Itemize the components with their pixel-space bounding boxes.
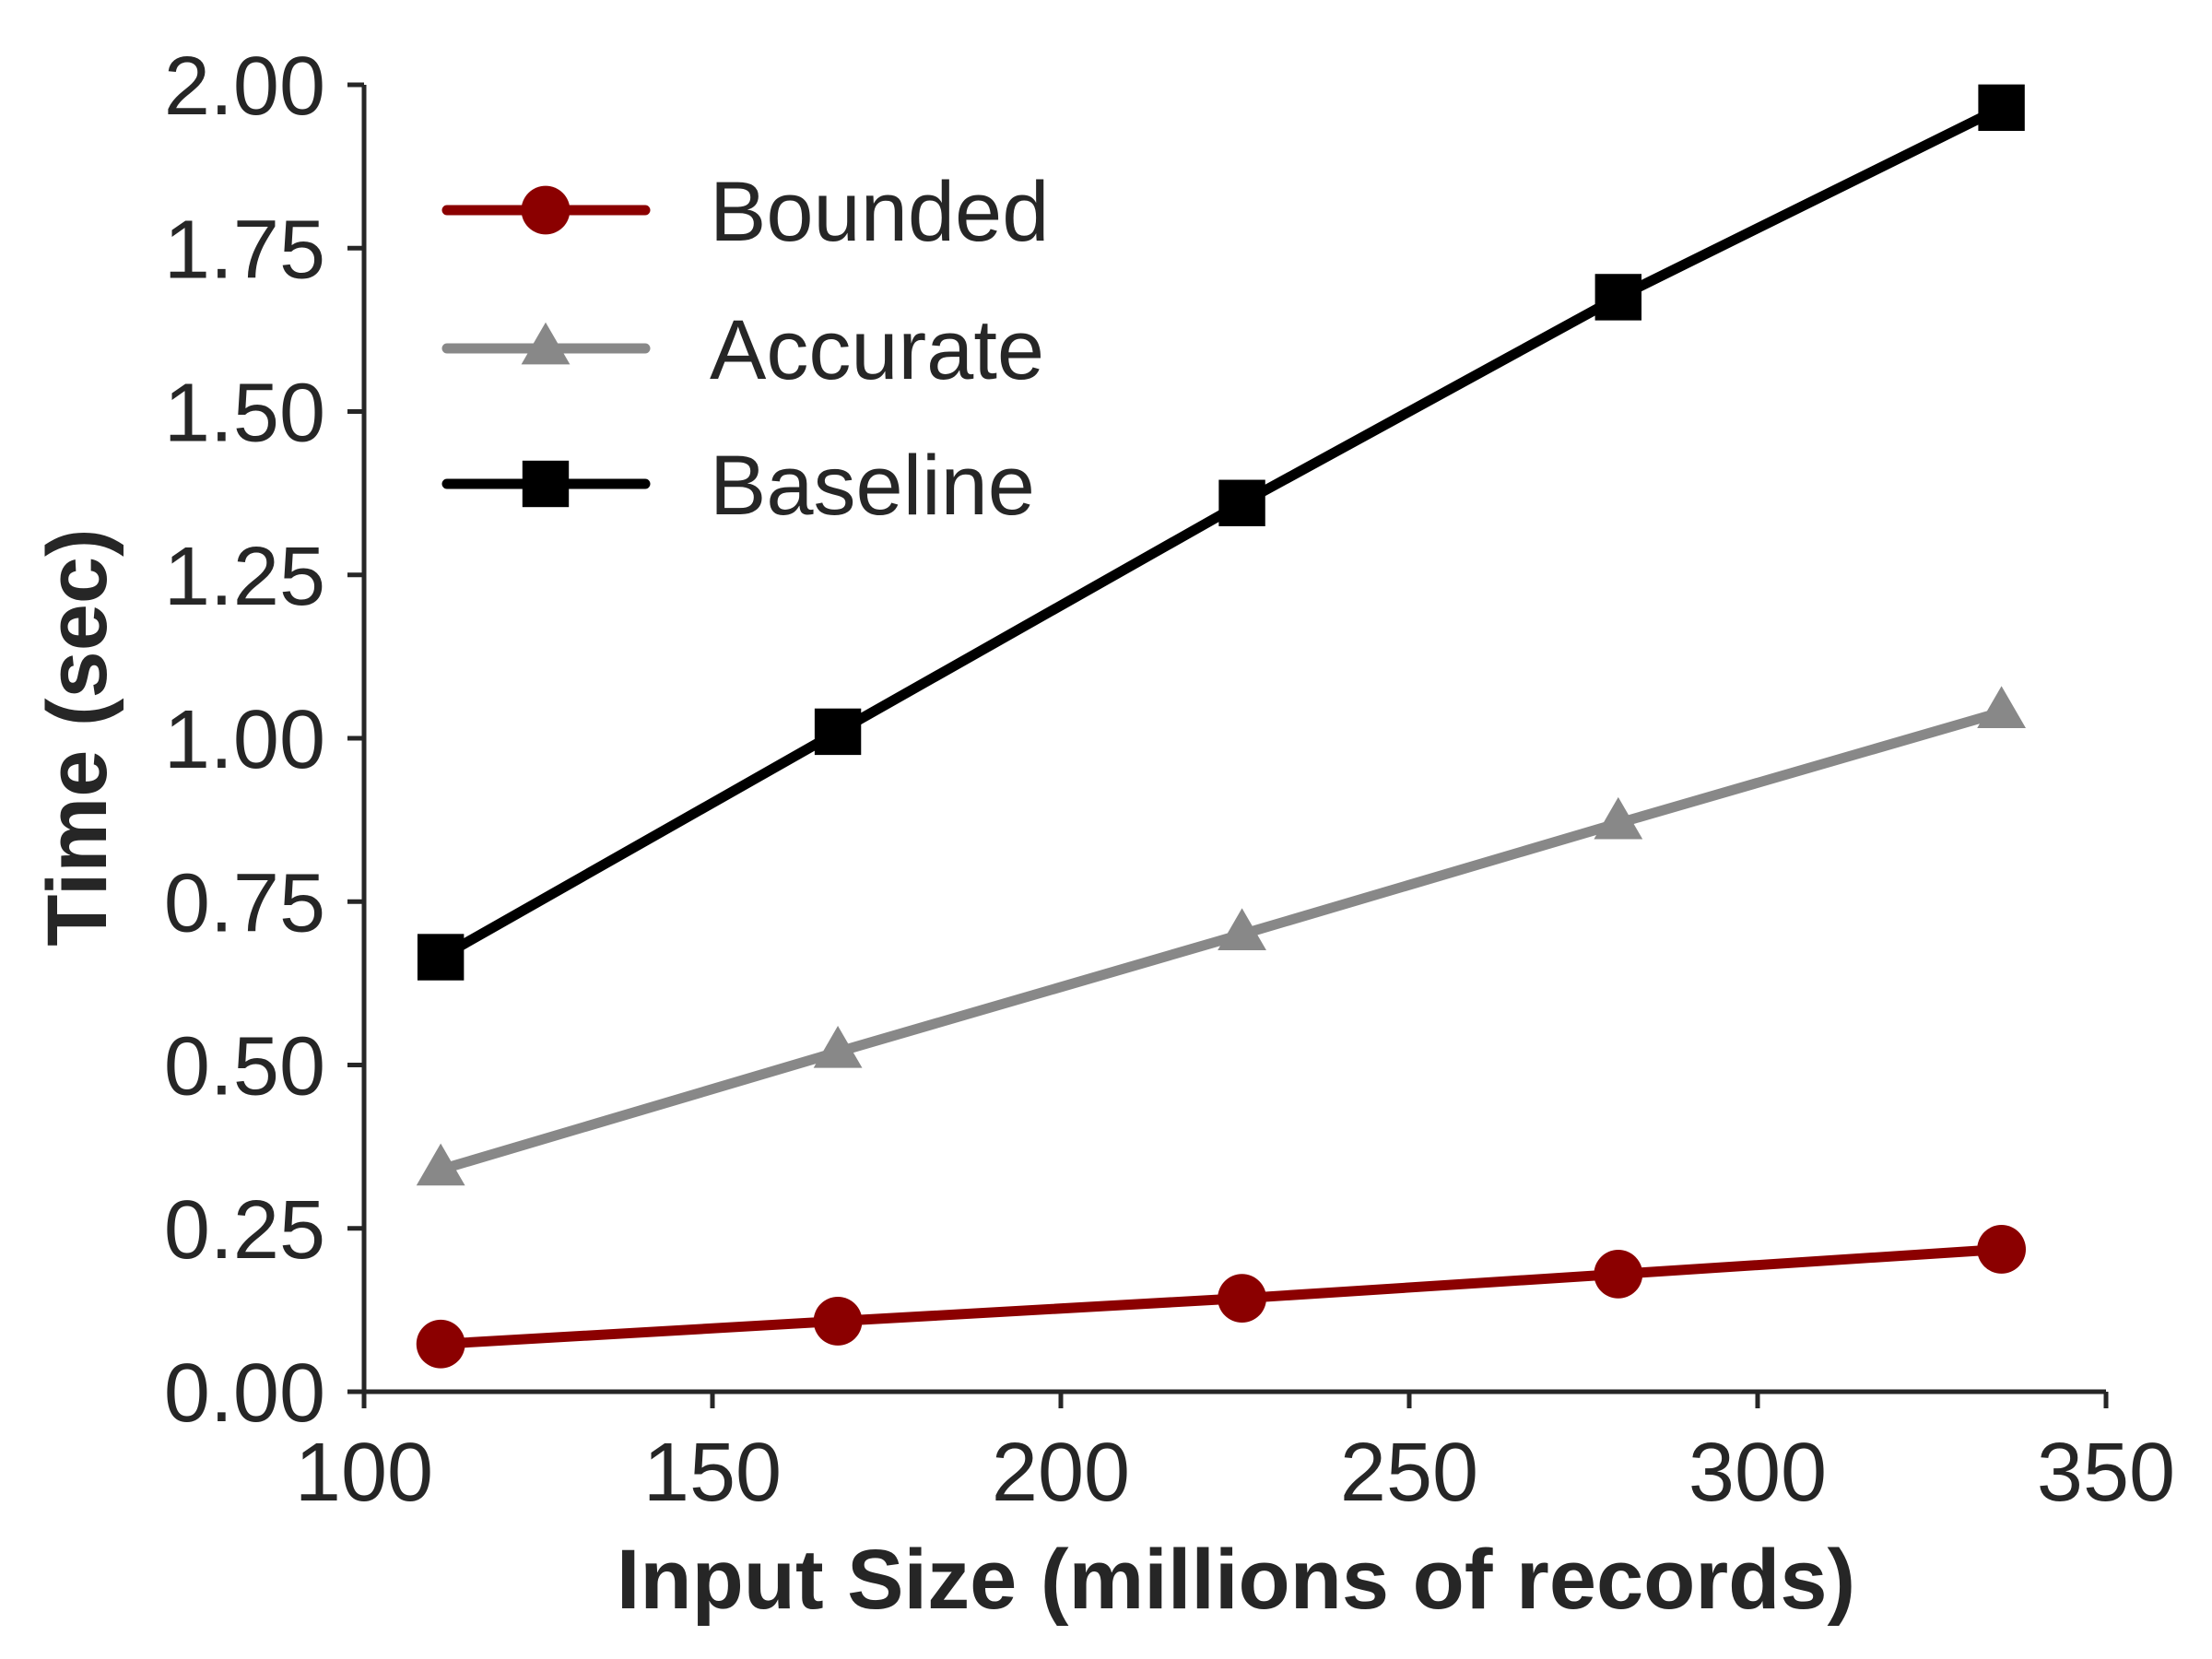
y-tick-label: 1.00 bbox=[164, 694, 325, 786]
data-point-circle bbox=[416, 1319, 465, 1369]
y-tick-label: 1.75 bbox=[164, 204, 325, 296]
x-tick-label: 250 bbox=[1340, 1427, 1478, 1519]
series-line-baseline bbox=[435, 102, 2007, 963]
y-tick-label: 0.00 bbox=[164, 1347, 325, 1440]
data-point-square bbox=[1594, 274, 1641, 321]
x-tick-label: 350 bbox=[2037, 1427, 2175, 1519]
x-axis-title: Input Size (millions of records) bbox=[617, 1533, 1855, 1627]
series-baseline bbox=[417, 84, 2025, 981]
data-point-square bbox=[1978, 84, 2025, 132]
data-point-triangle bbox=[1218, 908, 1266, 951]
legend-label: Accurate bbox=[710, 303, 1044, 397]
data-point-square bbox=[417, 934, 465, 981]
data-point-square bbox=[814, 708, 862, 756]
data-point-circle bbox=[521, 185, 571, 235]
legend: Bounded Accurate Baseline bbox=[441, 165, 1049, 533]
y-axis-ticks: 0.00 0.25 0.50 0.75 1.00 1.25 1.50 1.75 2.00 bbox=[164, 41, 364, 1440]
data-point-triangle bbox=[1977, 686, 2026, 728]
y-tick-label: 2.00 bbox=[164, 41, 325, 133]
legend-item-bounded: Bounded bbox=[441, 165, 1049, 259]
x-tick-label: 100 bbox=[295, 1427, 433, 1519]
data-point-circle bbox=[1594, 1249, 1643, 1299]
data-point-square bbox=[1218, 479, 1265, 526]
x-tick-label: 200 bbox=[992, 1427, 1130, 1519]
series-accurate bbox=[416, 686, 2026, 1186]
data-point-circle bbox=[1218, 1274, 1266, 1324]
series-line-accurate bbox=[435, 707, 2007, 1175]
y-tick-label: 1.25 bbox=[164, 531, 325, 623]
series-layer bbox=[416, 84, 2027, 1369]
x-tick-label: 300 bbox=[1688, 1427, 1827, 1519]
legend-item-baseline: Baseline bbox=[441, 439, 1035, 533]
data-point-circle bbox=[1977, 1225, 2027, 1274]
legend-label: Bounded bbox=[710, 165, 1049, 259]
y-axis-title: Time (sec) bbox=[30, 528, 124, 946]
x-axis-ticks: 100 150 200 250 300 350 bbox=[295, 1392, 2175, 1519]
data-point-triangle bbox=[813, 1026, 863, 1068]
data-point-triangle bbox=[1594, 796, 1643, 840]
axes bbox=[361, 85, 2106, 1394]
x-tick-label: 150 bbox=[643, 1427, 782, 1519]
data-point-circle bbox=[813, 1297, 863, 1346]
legend-item-accurate: Accurate bbox=[441, 303, 1044, 397]
data-point-triangle bbox=[416, 1143, 465, 1186]
data-point-square bbox=[522, 460, 570, 508]
y-tick-label: 0.75 bbox=[164, 857, 325, 949]
data-point-triangle bbox=[521, 322, 571, 365]
y-tick-label: 0.25 bbox=[164, 1184, 325, 1277]
y-tick-label: 0.50 bbox=[164, 1021, 325, 1113]
y-tick-label: 1.50 bbox=[164, 368, 325, 460]
legend-label: Baseline bbox=[710, 439, 1035, 533]
series-bounded bbox=[416, 1225, 2027, 1369]
